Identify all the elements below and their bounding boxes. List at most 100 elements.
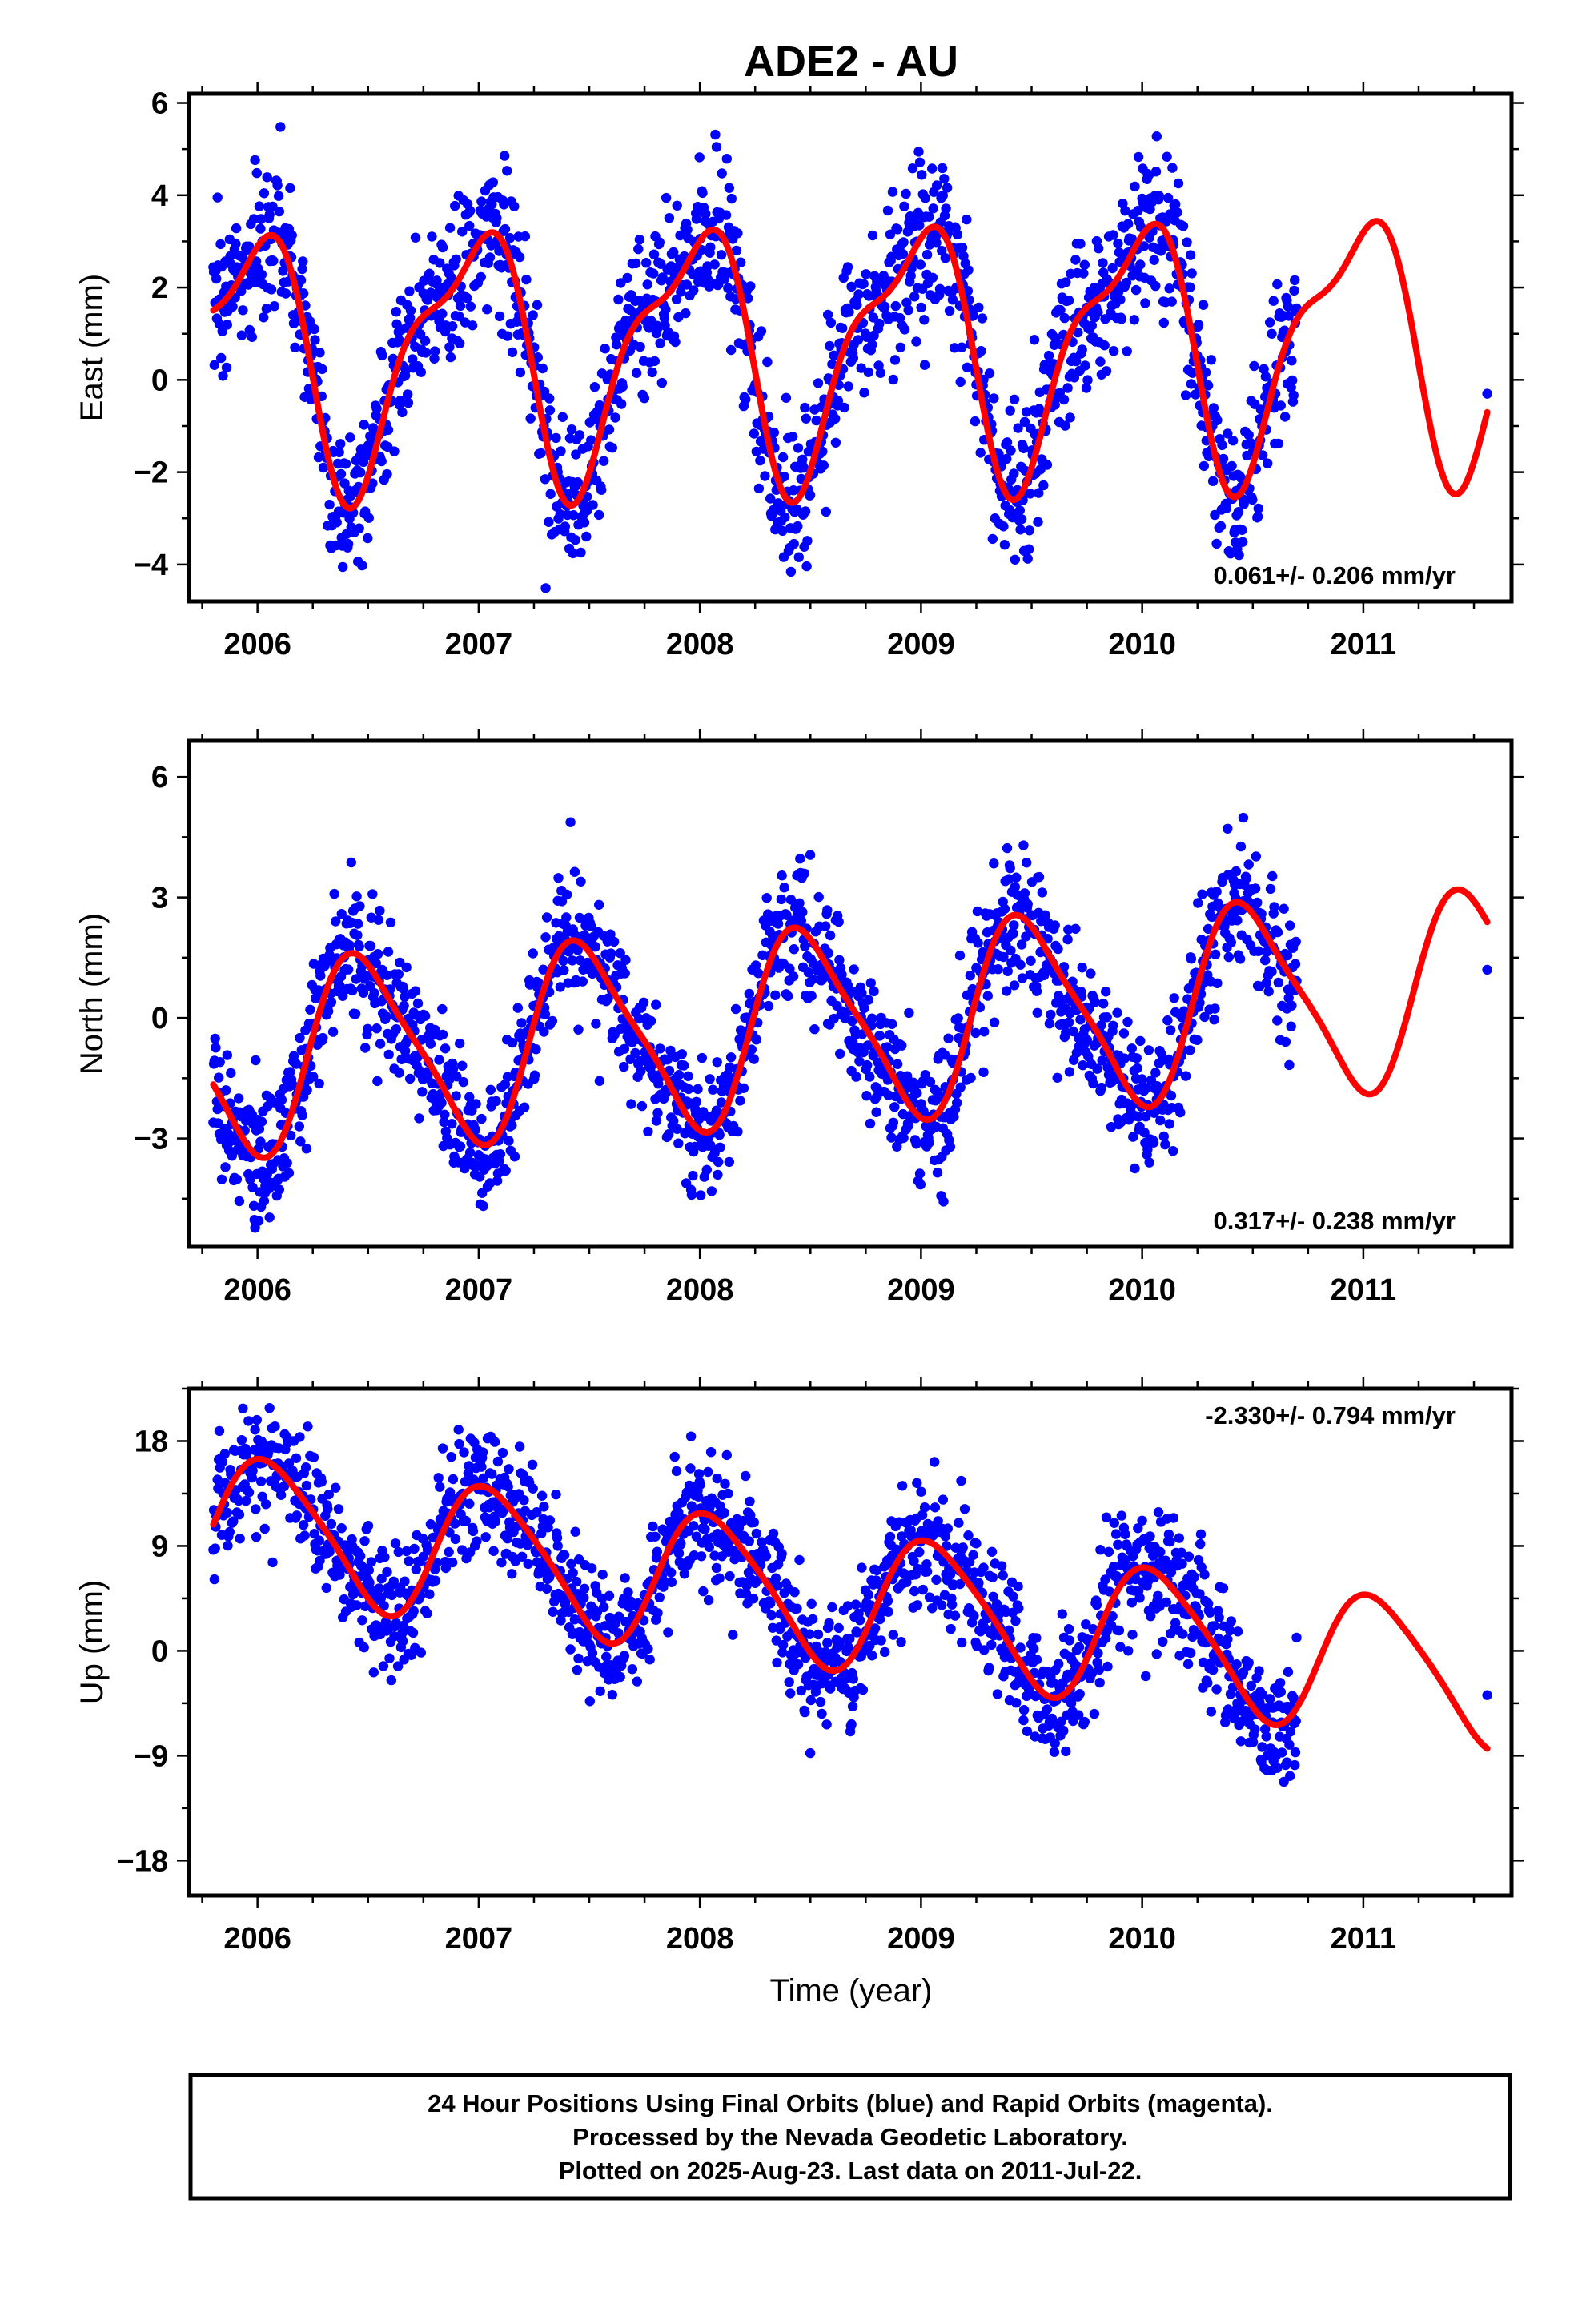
data-point <box>589 382 600 392</box>
data-point <box>750 960 761 971</box>
data-point <box>1130 284 1142 296</box>
data-point <box>1114 1625 1125 1636</box>
data-point <box>1247 494 1258 505</box>
y-tick-label: 6 <box>151 761 168 794</box>
data-point <box>793 443 804 453</box>
data-point <box>1257 450 1268 460</box>
data-point <box>1093 1648 1103 1659</box>
data-point <box>523 1558 533 1570</box>
data-point <box>437 1443 448 1454</box>
data-point <box>288 1051 299 1061</box>
data-point <box>793 552 804 562</box>
data-point <box>537 363 548 374</box>
data-point <box>231 239 241 249</box>
data-point <box>415 1065 425 1076</box>
data-point <box>1120 1529 1130 1540</box>
data-point <box>1145 1531 1155 1542</box>
data-point <box>616 399 627 409</box>
data-point <box>286 1130 296 1141</box>
data-point <box>1119 1053 1130 1063</box>
data-point <box>432 275 442 286</box>
data-point <box>507 1569 517 1579</box>
data-point <box>1108 230 1118 240</box>
data-point <box>515 367 526 378</box>
data-point <box>746 1044 757 1055</box>
data-point <box>276 1095 287 1105</box>
data-point <box>794 898 805 909</box>
data-point <box>633 1013 644 1024</box>
data-point <box>761 1551 772 1562</box>
panel-frame-east <box>187 91 1514 604</box>
data-point <box>723 283 733 293</box>
data-point <box>209 360 220 370</box>
data-point <box>1210 509 1220 521</box>
data-point <box>1285 920 1295 931</box>
data-point <box>440 1043 451 1054</box>
data-point <box>651 999 661 1010</box>
data-point <box>921 1559 932 1570</box>
data-point <box>437 1003 448 1015</box>
data-point <box>364 1578 375 1588</box>
data-point <box>914 1546 925 1558</box>
data-point <box>1173 178 1184 189</box>
data-point <box>882 1595 893 1606</box>
data-point <box>1060 420 1070 431</box>
data-point <box>608 936 620 947</box>
data-point <box>843 381 854 392</box>
data-point <box>626 1099 636 1109</box>
data-point <box>222 1050 232 1060</box>
data-point <box>595 1686 605 1696</box>
data-point <box>264 1403 275 1413</box>
data-point <box>1282 950 1293 961</box>
data-point <box>591 1019 601 1029</box>
data-point <box>1071 356 1082 367</box>
data-point <box>797 454 808 464</box>
data-point <box>451 254 461 264</box>
data-point <box>1074 1642 1085 1652</box>
data-point <box>659 1576 670 1587</box>
data-point <box>915 259 926 270</box>
data-point <box>264 1212 275 1223</box>
data-point <box>568 1567 578 1578</box>
data-point <box>833 396 844 406</box>
data-point <box>1127 1630 1138 1640</box>
data-point <box>1151 131 1162 142</box>
data-point <box>231 223 242 234</box>
data-point <box>1272 279 1283 290</box>
data-point <box>1058 1726 1069 1736</box>
data-point <box>1135 259 1146 270</box>
data-point <box>559 965 569 975</box>
data-point <box>940 253 951 263</box>
data-point <box>928 203 938 214</box>
data-point <box>863 1590 874 1600</box>
data-point <box>1211 887 1222 897</box>
data-point <box>507 1120 517 1131</box>
data-point <box>761 893 772 903</box>
data-point <box>488 1546 499 1556</box>
data-point <box>756 326 767 336</box>
data-point <box>236 330 247 340</box>
data-point <box>1235 954 1246 964</box>
data-point <box>693 1084 703 1095</box>
data-point <box>800 506 811 517</box>
data-point <box>1275 400 1287 411</box>
data-point <box>1015 959 1026 970</box>
data-point <box>768 1528 779 1539</box>
data-point <box>409 1543 420 1554</box>
data-point <box>886 1132 897 1143</box>
data-point <box>1115 1642 1126 1652</box>
data-point <box>427 231 437 242</box>
data-point <box>999 540 1010 550</box>
data-point <box>976 346 986 356</box>
data-point <box>1170 199 1181 210</box>
data-point <box>1140 298 1150 308</box>
data-point <box>954 1518 964 1528</box>
data-point <box>919 1502 930 1513</box>
data-point <box>408 1606 419 1616</box>
data-point <box>801 413 811 424</box>
data-point <box>355 467 366 478</box>
data-point <box>346 857 356 868</box>
data-point <box>874 1031 885 1041</box>
data-point <box>1287 356 1297 366</box>
